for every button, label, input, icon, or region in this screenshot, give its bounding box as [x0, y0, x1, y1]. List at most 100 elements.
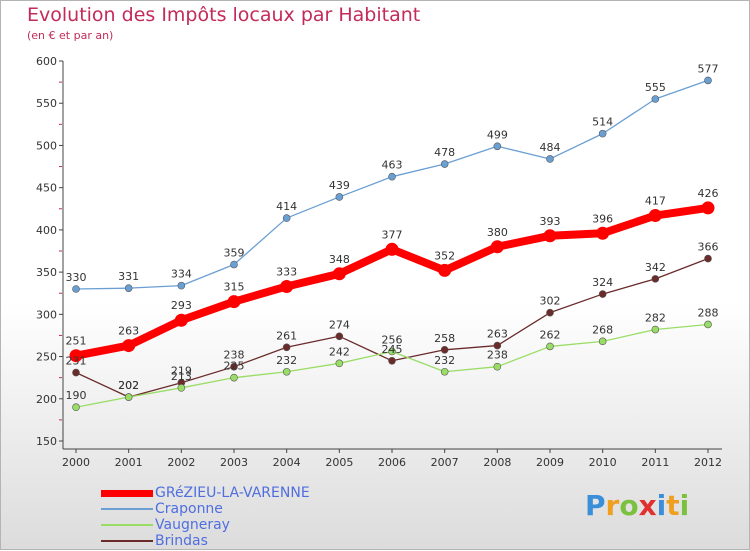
data-label: 256: [382, 333, 403, 346]
data-point: [546, 342, 554, 351]
data-label: 333: [276, 265, 297, 278]
data-label: 484: [540, 141, 561, 154]
data-label: 352: [434, 249, 455, 262]
y-tick-label: 200: [36, 393, 57, 406]
x-tick-label: 2009: [536, 456, 564, 469]
data-label: 274: [329, 318, 350, 331]
data-label: 577: [698, 62, 719, 75]
data-point: [385, 242, 399, 256]
data-point: [177, 281, 186, 290]
data-label: 426: [698, 187, 719, 200]
data-label: 393: [540, 215, 561, 228]
data-label: 263: [118, 325, 139, 338]
legend-label-brindas: Brindas: [155, 533, 208, 549]
x-tick-label: 2002: [167, 456, 195, 469]
x-tick-label: 2007: [431, 456, 459, 469]
data-point: [651, 325, 660, 334]
data-point: [493, 142, 502, 151]
data-label: 263: [487, 328, 508, 341]
data-label: 359: [224, 247, 245, 260]
data-point: [598, 129, 607, 138]
data-point: [335, 193, 344, 201]
data-label: 514: [592, 116, 613, 129]
data-point: [72, 285, 80, 293]
data-label: 288: [698, 306, 719, 319]
legend-label-craponne: Craponne: [155, 501, 223, 517]
data-point: [598, 290, 607, 298]
data-label: 232: [434, 354, 455, 367]
y-tick-label: 600: [36, 55, 57, 68]
x-tick-label: 2008: [483, 456, 511, 469]
data-label: 282: [645, 312, 666, 325]
data-point: [388, 347, 396, 356]
data-point: [280, 279, 294, 293]
data-label: 342: [645, 261, 666, 274]
data-label: 331: [118, 270, 139, 283]
data-point: [174, 313, 188, 327]
data-label: 380: [487, 226, 508, 239]
data-label: 242: [329, 345, 350, 358]
legend-label-grezieu: GRéZIEU-LA-VARENNE: [155, 485, 310, 501]
data-label: 202: [118, 379, 139, 392]
data-point: [438, 263, 452, 277]
x-tick-label: 2001: [115, 456, 143, 469]
chart-subtitle: (en € et par an): [27, 29, 114, 42]
series-line: [75, 79, 709, 290]
x-tick-label: 2005: [325, 456, 353, 469]
data-point: [648, 209, 662, 223]
data-label: 324: [592, 276, 613, 289]
data-point: [72, 368, 80, 377]
data-point: [388, 172, 396, 181]
data-point: [651, 95, 660, 103]
data-label: 190: [66, 389, 87, 402]
legend-label-vaugneray: Vaugneray: [155, 517, 230, 533]
legend-swatch-vaugneray: [101, 524, 153, 526]
data-label: 463: [382, 159, 403, 172]
data-point: [227, 295, 241, 309]
data-label: 499: [487, 128, 508, 141]
data-point: [493, 362, 502, 371]
data-point: [704, 76, 712, 85]
data-point: [651, 275, 660, 283]
y-tick-label: 500: [36, 139, 57, 152]
data-point: [230, 373, 238, 382]
data-label: 302: [540, 295, 561, 308]
data-point: [177, 383, 186, 392]
data-point: [335, 332, 344, 341]
data-label: 555: [645, 81, 666, 94]
x-tick-label: 2010: [589, 456, 617, 469]
data-label: 478: [434, 146, 455, 159]
data-label: 417: [645, 195, 666, 208]
data-label: 202: [118, 379, 139, 392]
data-point: [546, 308, 554, 317]
data-point: [543, 229, 557, 243]
x-tick-label: 2006: [378, 456, 406, 469]
data-label: 219: [171, 365, 192, 378]
data-point: [440, 345, 449, 354]
data-label: 262: [540, 328, 561, 341]
x-tick-label: 2003: [220, 456, 248, 469]
data-point: [596, 226, 610, 240]
data-point: [124, 393, 133, 401]
data-point: [282, 343, 291, 352]
data-label: 293: [171, 299, 192, 312]
data-point: [335, 359, 344, 368]
legend-swatch-grezieu: [101, 490, 153, 497]
y-tick-label: 250: [36, 351, 57, 364]
data-label: 348: [329, 253, 350, 266]
data-point: [72, 403, 80, 412]
data-label: 238: [487, 349, 508, 362]
data-point: [704, 254, 712, 263]
data-point: [124, 284, 133, 292]
data-point: [69, 349, 83, 363]
y-tick-label: 550: [36, 97, 57, 110]
data-point: [704, 320, 712, 329]
legend-swatch-brindas: [101, 540, 153, 542]
chart-title: Evolution des Impôts locaux par Habitant: [27, 4, 421, 26]
data-label: 225: [224, 360, 245, 373]
y-tick-label: 300: [36, 308, 57, 321]
data-point: [440, 160, 449, 168]
y-tick-label: 350: [36, 266, 57, 279]
data-label: 231: [66, 355, 87, 368]
data-label: 232: [276, 354, 297, 367]
